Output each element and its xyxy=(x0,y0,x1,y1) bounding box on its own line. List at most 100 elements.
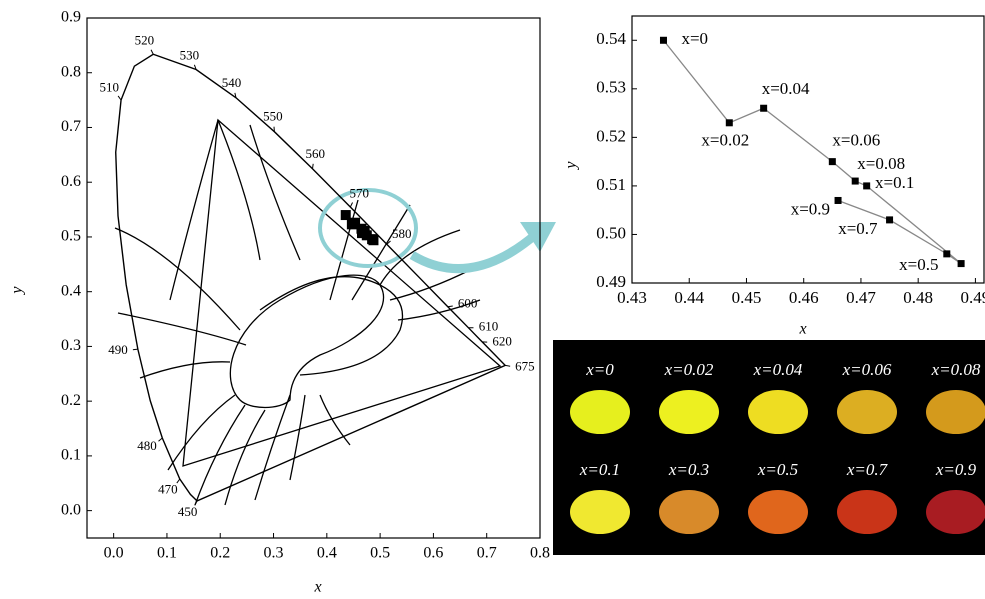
zoom-arrow xyxy=(412,235,535,269)
sample-label: x=0.9 xyxy=(935,460,977,479)
spectral-locus xyxy=(116,54,505,501)
sample-disc xyxy=(570,390,630,434)
x-tick-label: 0.49 xyxy=(961,288,985,307)
x-axis-label: x xyxy=(798,321,806,338)
x-tick-label: 0.2 xyxy=(210,545,230,562)
wavelength-label: 480 xyxy=(137,438,157,453)
wavelength-label: 620 xyxy=(492,334,512,349)
gamut-decoration xyxy=(115,120,500,505)
point-label: x=0.08 xyxy=(857,154,905,173)
wavelength-label: 675 xyxy=(515,359,535,374)
point-label: x=0.04 xyxy=(762,79,810,98)
data-point xyxy=(863,182,870,189)
y-tick-label: 0.0 xyxy=(61,501,81,518)
sample-disc xyxy=(659,390,719,434)
series-line xyxy=(663,40,961,263)
sample-label: x=0.1 xyxy=(579,460,620,479)
sample-label: x=0.08 xyxy=(931,360,981,379)
wavelength-tick xyxy=(158,438,162,441)
sample-label: x=0.3 xyxy=(668,460,709,479)
x-tick-label: 0.6 xyxy=(423,545,443,562)
point-label: x=0.9 xyxy=(791,199,830,218)
wavelength-label: 550 xyxy=(263,109,283,124)
wavelength-label: 450 xyxy=(178,504,198,519)
data-point xyxy=(760,105,767,112)
data-point xyxy=(726,119,733,126)
y-tick-label: 0.50 xyxy=(596,223,626,242)
sample-disc xyxy=(748,390,808,434)
data-point xyxy=(357,228,367,238)
x-tick-label: 0.0 xyxy=(104,545,124,562)
wavelength-label: 600 xyxy=(458,296,478,311)
wavelength-tick xyxy=(312,164,313,169)
sample-disc xyxy=(659,490,719,534)
point-label: x=0.7 xyxy=(838,219,878,238)
point-label: x=0.06 xyxy=(832,131,880,150)
data-point xyxy=(835,197,842,204)
x-tick-label: 0.46 xyxy=(789,288,819,307)
x-tick-label: 0.3 xyxy=(264,545,284,562)
x-tick-label: 0.5 xyxy=(370,545,390,562)
x-tick-label: 0.47 xyxy=(846,288,876,307)
sample-disc xyxy=(570,490,630,534)
data-point xyxy=(829,158,836,165)
y-tick-label: 0.4 xyxy=(61,282,81,299)
x-tick-label: 0.48 xyxy=(903,288,933,307)
wavelength-label: 490 xyxy=(108,342,128,357)
y-tick-label: 0.51 xyxy=(596,175,626,194)
data-point xyxy=(852,178,859,185)
point-label: x=0.5 xyxy=(899,255,938,274)
wavelength-label: 530 xyxy=(180,47,200,62)
y-tick-label: 0.2 xyxy=(61,392,81,409)
x-tick-label: 0.8 xyxy=(530,545,550,562)
x-tick-label: 0.1 xyxy=(157,545,177,562)
wavelength-label: 570 xyxy=(349,185,369,200)
wavelength-label: 470 xyxy=(158,481,178,496)
x-axis-label: x xyxy=(313,579,321,594)
x-tick-label: 0.4 xyxy=(317,545,337,562)
wavelength-label: 520 xyxy=(135,33,155,48)
y-axis-label: y xyxy=(9,286,26,296)
wavelength-tick xyxy=(133,349,138,350)
plot-frame xyxy=(87,18,540,538)
point-label: x=0.1 xyxy=(875,173,914,192)
sample-label: x=0.04 xyxy=(753,360,803,379)
x-tick-label: 0.7 xyxy=(477,545,497,562)
y-tick-label: 0.9 xyxy=(61,9,81,26)
y-tick-label: 0.1 xyxy=(61,447,81,464)
y-tick-label: 0.49 xyxy=(596,272,626,291)
wavelength-label: 540 xyxy=(222,75,242,90)
y-tick-label: 0.8 xyxy=(61,63,81,80)
sample-disc xyxy=(837,390,897,434)
sample-disc xyxy=(837,490,897,534)
sample-label: x=0 xyxy=(585,360,614,379)
x-tick-label: 0.45 xyxy=(732,288,762,307)
y-tick-label: 0.52 xyxy=(596,126,626,145)
data-point xyxy=(958,260,965,267)
y-tick-label: 0.53 xyxy=(596,78,626,97)
sample-disc xyxy=(926,490,985,534)
data-point xyxy=(886,216,893,223)
data-point xyxy=(660,37,667,44)
y-tick-label: 0.5 xyxy=(61,228,81,245)
wavelength-tick xyxy=(118,96,121,100)
y-tick-label: 0.54 xyxy=(596,29,626,48)
plot-frame xyxy=(632,16,984,283)
x-tick-label: 0.44 xyxy=(674,288,704,307)
wavelength-label: 510 xyxy=(99,80,119,95)
wavelength-tick xyxy=(448,306,453,307)
sample-label: x=0.7 xyxy=(846,460,889,479)
sample-disc xyxy=(926,390,985,434)
y-tick-label: 0.3 xyxy=(61,337,81,354)
y-axis-label: y xyxy=(563,161,580,171)
y-tick-label: 0.7 xyxy=(61,118,81,135)
data-point xyxy=(341,210,351,220)
sample-disc xyxy=(748,490,808,534)
sample-label: x=0.06 xyxy=(842,360,892,379)
data-point xyxy=(943,250,950,257)
wavelength-label: 580 xyxy=(392,226,412,241)
sample-label: x=0.5 xyxy=(757,460,798,479)
wavelength-tick xyxy=(350,203,352,207)
point-label: x=0 xyxy=(681,29,708,48)
wavelength-label: 610 xyxy=(479,319,499,334)
